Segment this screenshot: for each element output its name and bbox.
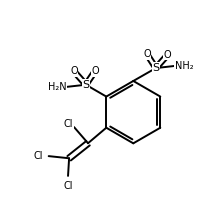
Text: O: O [164, 50, 172, 60]
Text: Cl: Cl [63, 181, 73, 191]
Text: Cl: Cl [34, 151, 43, 161]
Text: NH₂: NH₂ [175, 61, 194, 71]
Text: O: O [143, 49, 151, 59]
Text: S: S [82, 80, 89, 90]
Text: H₂N: H₂N [48, 82, 66, 92]
Text: O: O [70, 66, 78, 76]
Text: S: S [152, 63, 160, 73]
Text: Cl: Cl [63, 119, 73, 129]
Text: O: O [91, 66, 99, 76]
